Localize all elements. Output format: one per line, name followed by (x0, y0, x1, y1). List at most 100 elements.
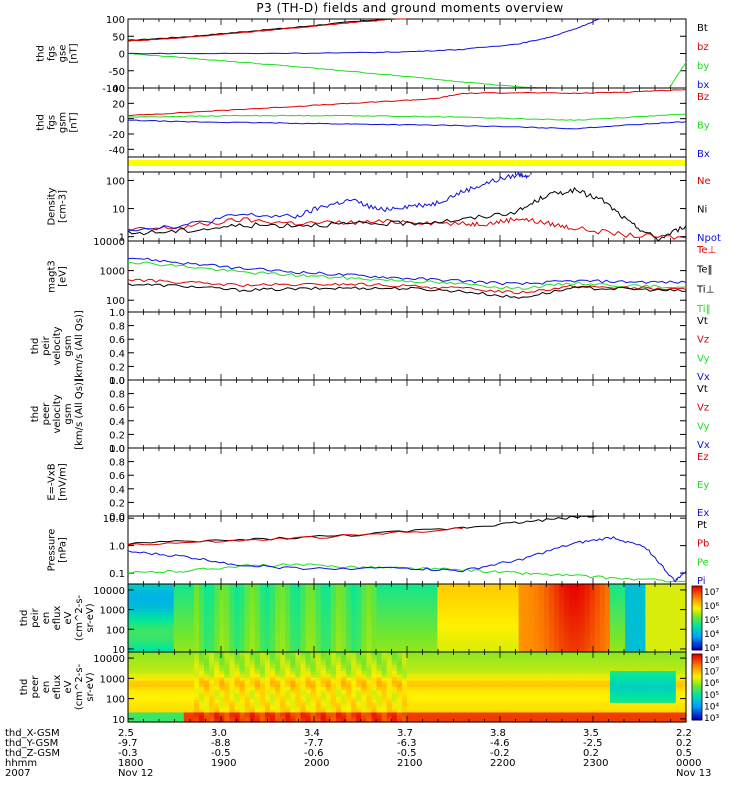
heat-cell (376, 605, 383, 610)
colorbar-cell (692, 618, 702, 621)
heat-cell (371, 608, 378, 613)
heat-cell (234, 636, 241, 641)
heat-cell (209, 621, 215, 625)
heat-cell (498, 715, 504, 720)
heat-cell (498, 599, 504, 604)
heat-cell (569, 587, 575, 591)
heat-cell (315, 645, 322, 650)
heat-cell (330, 696, 337, 701)
heat-cell (285, 630, 291, 635)
heat-cell (310, 627, 317, 631)
heat-cell (300, 712, 307, 717)
heat-cell (599, 602, 606, 607)
heat-cell (275, 671, 281, 675)
heat-cell (193, 658, 200, 663)
heat-cell (452, 699, 459, 704)
heat-cell (467, 699, 474, 704)
heat-cell (630, 633, 636, 638)
heat-cell (498, 690, 504, 694)
heat-cell (589, 611, 596, 616)
heat-cell (133, 645, 139, 650)
heat-cell (310, 671, 317, 675)
heat-cell (351, 680, 357, 685)
heat-cell (229, 608, 236, 613)
colorbar-cell (692, 621, 702, 624)
heat-cell (462, 677, 469, 682)
heat-cell (209, 627, 215, 631)
heat-cell (204, 608, 210, 613)
heat-cell (280, 693, 286, 698)
heat-cell (680, 633, 687, 638)
heat-cell (574, 618, 581, 622)
heat-cell (290, 596, 296, 601)
heat-cell (417, 687, 423, 691)
heat-cell (173, 602, 180, 607)
heat-cell (219, 709, 225, 714)
heat-cell (346, 664, 352, 669)
series-line-Npot (127, 171, 530, 232)
heat-cell (401, 709, 408, 714)
heat-cell (508, 587, 515, 591)
heat-cell (259, 661, 266, 666)
heat-cell (254, 693, 261, 698)
heat-cell (351, 633, 357, 638)
heat-cell (239, 683, 246, 688)
heat-cell (599, 608, 606, 613)
heat-cell (442, 648, 449, 653)
heat-cell (478, 639, 484, 644)
heat-cell (462, 648, 469, 653)
heat-cell (361, 642, 368, 647)
heat-cell (249, 587, 256, 591)
heat-cell (518, 639, 525, 644)
heat-cell (335, 630, 342, 635)
heat-cell (386, 699, 393, 704)
heat-cell (356, 664, 362, 669)
heat-cell (330, 633, 337, 638)
heat-cell (625, 636, 631, 641)
heat-cell (645, 627, 652, 631)
heat-cell (442, 618, 449, 622)
heat-cell (153, 596, 160, 601)
heat-cell (417, 674, 423, 679)
heat-cell (447, 661, 454, 666)
heat-cell (209, 687, 215, 691)
heat-cell (391, 618, 398, 622)
heat-cell (386, 687, 393, 691)
heat-cell (234, 712, 241, 717)
heat-cell (599, 614, 606, 619)
heat-cell (341, 718, 347, 723)
y-axis-label-line: thd (36, 114, 47, 131)
heat-cell (381, 599, 388, 604)
heat-cell (168, 618, 175, 622)
heat-cell (452, 702, 459, 707)
heat-cell (330, 699, 337, 704)
heat-cell (188, 664, 195, 669)
heat-cell (356, 690, 362, 694)
heat-cell (625, 648, 631, 653)
heat-cell (341, 712, 347, 717)
heat-cell (391, 690, 398, 694)
heat-cell (173, 633, 180, 638)
heat-cell (630, 642, 636, 647)
heat-cell (229, 699, 236, 704)
heat-cell (412, 621, 418, 625)
heat-cell (584, 645, 591, 650)
heat-cell (483, 596, 489, 601)
heat-cell (412, 661, 418, 666)
heat-cell (356, 639, 362, 644)
heat-cell (472, 614, 479, 619)
heat-cell (275, 584, 281, 588)
heat-cell (239, 699, 246, 704)
heat-cell (447, 618, 454, 622)
heat-cell (366, 602, 373, 607)
heat-cell (178, 621, 185, 625)
heat-cell (467, 621, 474, 625)
heat-cell (341, 655, 347, 659)
heat-cell (356, 624, 362, 628)
heat-cell (351, 618, 357, 622)
heat-cell (680, 608, 687, 613)
heat-cell (371, 715, 378, 720)
heat-cell (432, 602, 439, 607)
heat-cell (412, 618, 418, 622)
heat-cell (366, 608, 373, 613)
